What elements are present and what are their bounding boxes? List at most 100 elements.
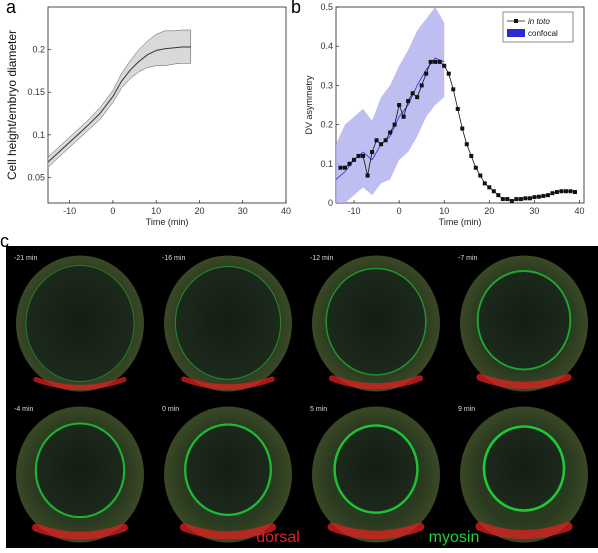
b-intoto-point	[410, 91, 415, 96]
dorsal-label: dorsal	[256, 529, 300, 546]
frame-time-label: -16 min	[162, 255, 185, 262]
b-xtick-label: 40	[574, 206, 584, 216]
b-intoto-point	[343, 165, 348, 170]
b-intoto-point	[379, 142, 384, 147]
a-plot-frame	[47, 6, 287, 204]
a-xtick-label: -10	[63, 206, 76, 216]
myosin-ring	[174, 265, 282, 380]
b-intoto-point	[374, 138, 379, 143]
b-xtick-label: 10	[439, 206, 449, 216]
a-confidence-band	[47, 29, 192, 168]
b-intoto-point	[338, 165, 343, 170]
b-intoto-point	[563, 189, 568, 194]
b-xtick-label: 30	[529, 206, 539, 216]
b-intoto-point	[487, 185, 492, 190]
a-mean-line	[47, 46, 191, 163]
b-xaxis-label: Time (min)	[439, 217, 482, 227]
b-intoto-point	[397, 103, 402, 107]
frame-time-label: -7 min	[458, 255, 478, 262]
frame-time-label: 9 min	[458, 406, 475, 413]
b-legend-intoto-label: in toto	[528, 17, 550, 26]
frame-time-label: -21 min	[14, 255, 37, 262]
embryo-yolk	[175, 266, 281, 380]
myosin-ring	[184, 423, 272, 517]
b-intoto-point	[455, 106, 460, 111]
b-intoto-point	[572, 190, 577, 195]
b-intoto-point	[361, 153, 366, 158]
panel-label-c: c	[0, 231, 9, 251]
b-plot-frame	[335, 6, 585, 204]
b-intoto-point	[383, 138, 388, 143]
b-intoto-point	[437, 59, 442, 64]
b-intoto-point	[500, 197, 505, 202]
b-intoto-point	[568, 189, 573, 194]
dorsal-band	[179, 523, 277, 540]
myosin-ring	[476, 270, 572, 371]
embryo-yolk	[484, 426, 564, 511]
embryo-yolk	[334, 425, 418, 513]
b-intoto-point	[406, 99, 411, 104]
b-intoto-point	[473, 165, 478, 170]
b-intoto-point	[356, 153, 361, 158]
b-intoto-point	[388, 130, 393, 135]
b-intoto-point	[347, 161, 352, 166]
embryo-frames-svg: -21 min -16 min -12 min -7 min -4 min 0 min 5 …	[14, 255, 588, 546]
b-intoto-point	[460, 126, 465, 131]
b-ytick-label: 0.2	[320, 120, 333, 130]
dorsal-band	[327, 522, 425, 540]
b-xtick-label: -10	[348, 206, 361, 216]
b-intoto-point	[392, 122, 397, 127]
a-yaxis-label: Cell height/embryo diameter	[5, 30, 19, 180]
b-intoto-point	[401, 114, 406, 119]
b-intoto-point	[491, 189, 496, 194]
myosin-label: myosin	[429, 529, 480, 546]
a-ytick-label: 0.1	[32, 130, 45, 140]
dorsal-band	[328, 375, 424, 390]
b-intoto-point	[545, 193, 550, 198]
b-ytick-label: 0.1	[320, 159, 333, 169]
b-intoto-point	[496, 193, 501, 198]
embryo-yolk	[477, 271, 571, 370]
frame-time-label: 0 min	[162, 406, 179, 413]
b-intoto-point	[352, 157, 357, 162]
dorsal-band	[475, 522, 573, 539]
dorsal-band	[476, 373, 572, 389]
embryo-frame: -4 min	[14, 406, 144, 543]
b-intoto-point	[482, 181, 487, 186]
a-xtick-label: 40	[281, 206, 291, 216]
b-ytick-label: 0.5	[320, 2, 333, 12]
embryo-frame: 5 min	[310, 406, 440, 543]
myosin-ring	[325, 267, 427, 376]
b-intoto-point	[478, 173, 483, 178]
b-confocal-band	[336, 7, 445, 203]
b-legend-confocal-swatch	[507, 29, 525, 37]
b-intoto-point	[505, 197, 510, 202]
b-intoto-point	[365, 173, 370, 178]
b-legend-intoto-marker	[514, 19, 518, 23]
a-xtick-label: 0	[110, 206, 115, 216]
dorsal-band	[32, 523, 128, 540]
a-xtick-label: 30	[238, 206, 248, 216]
b-ytick-label: 0.4	[320, 41, 333, 51]
embryo-yolk	[35, 423, 125, 518]
panel-label-b: b	[291, 0, 302, 17]
b-xtick-label: 0	[397, 206, 402, 216]
myosin-ring	[34, 422, 126, 519]
dorsal-band	[181, 376, 275, 390]
embryo-image-panel: -21 min -16 min -12 min -7 min -4 min 0 min 5 …	[6, 246, 598, 548]
b-xtick-label: 20	[484, 206, 494, 216]
embryo-frame: -16 min	[162, 255, 292, 392]
b-intoto-point	[559, 189, 564, 194]
frame-time-label: -4 min	[14, 406, 34, 413]
b-intoto-point	[446, 71, 451, 76]
embryo-yolk	[185, 424, 271, 515]
b-yaxis-label: DV asymmetry	[304, 75, 314, 135]
b-intoto-point	[514, 197, 519, 202]
b-intoto-point	[518, 197, 523, 202]
embryo-yolk	[326, 268, 426, 375]
panel-label-a: a	[6, 0, 17, 17]
embryo-frame: 9 min	[458, 406, 588, 543]
embryo-frame: -21 min	[14, 255, 144, 392]
b-ytick-label: 0	[328, 198, 333, 208]
myosin-ring	[482, 425, 566, 512]
